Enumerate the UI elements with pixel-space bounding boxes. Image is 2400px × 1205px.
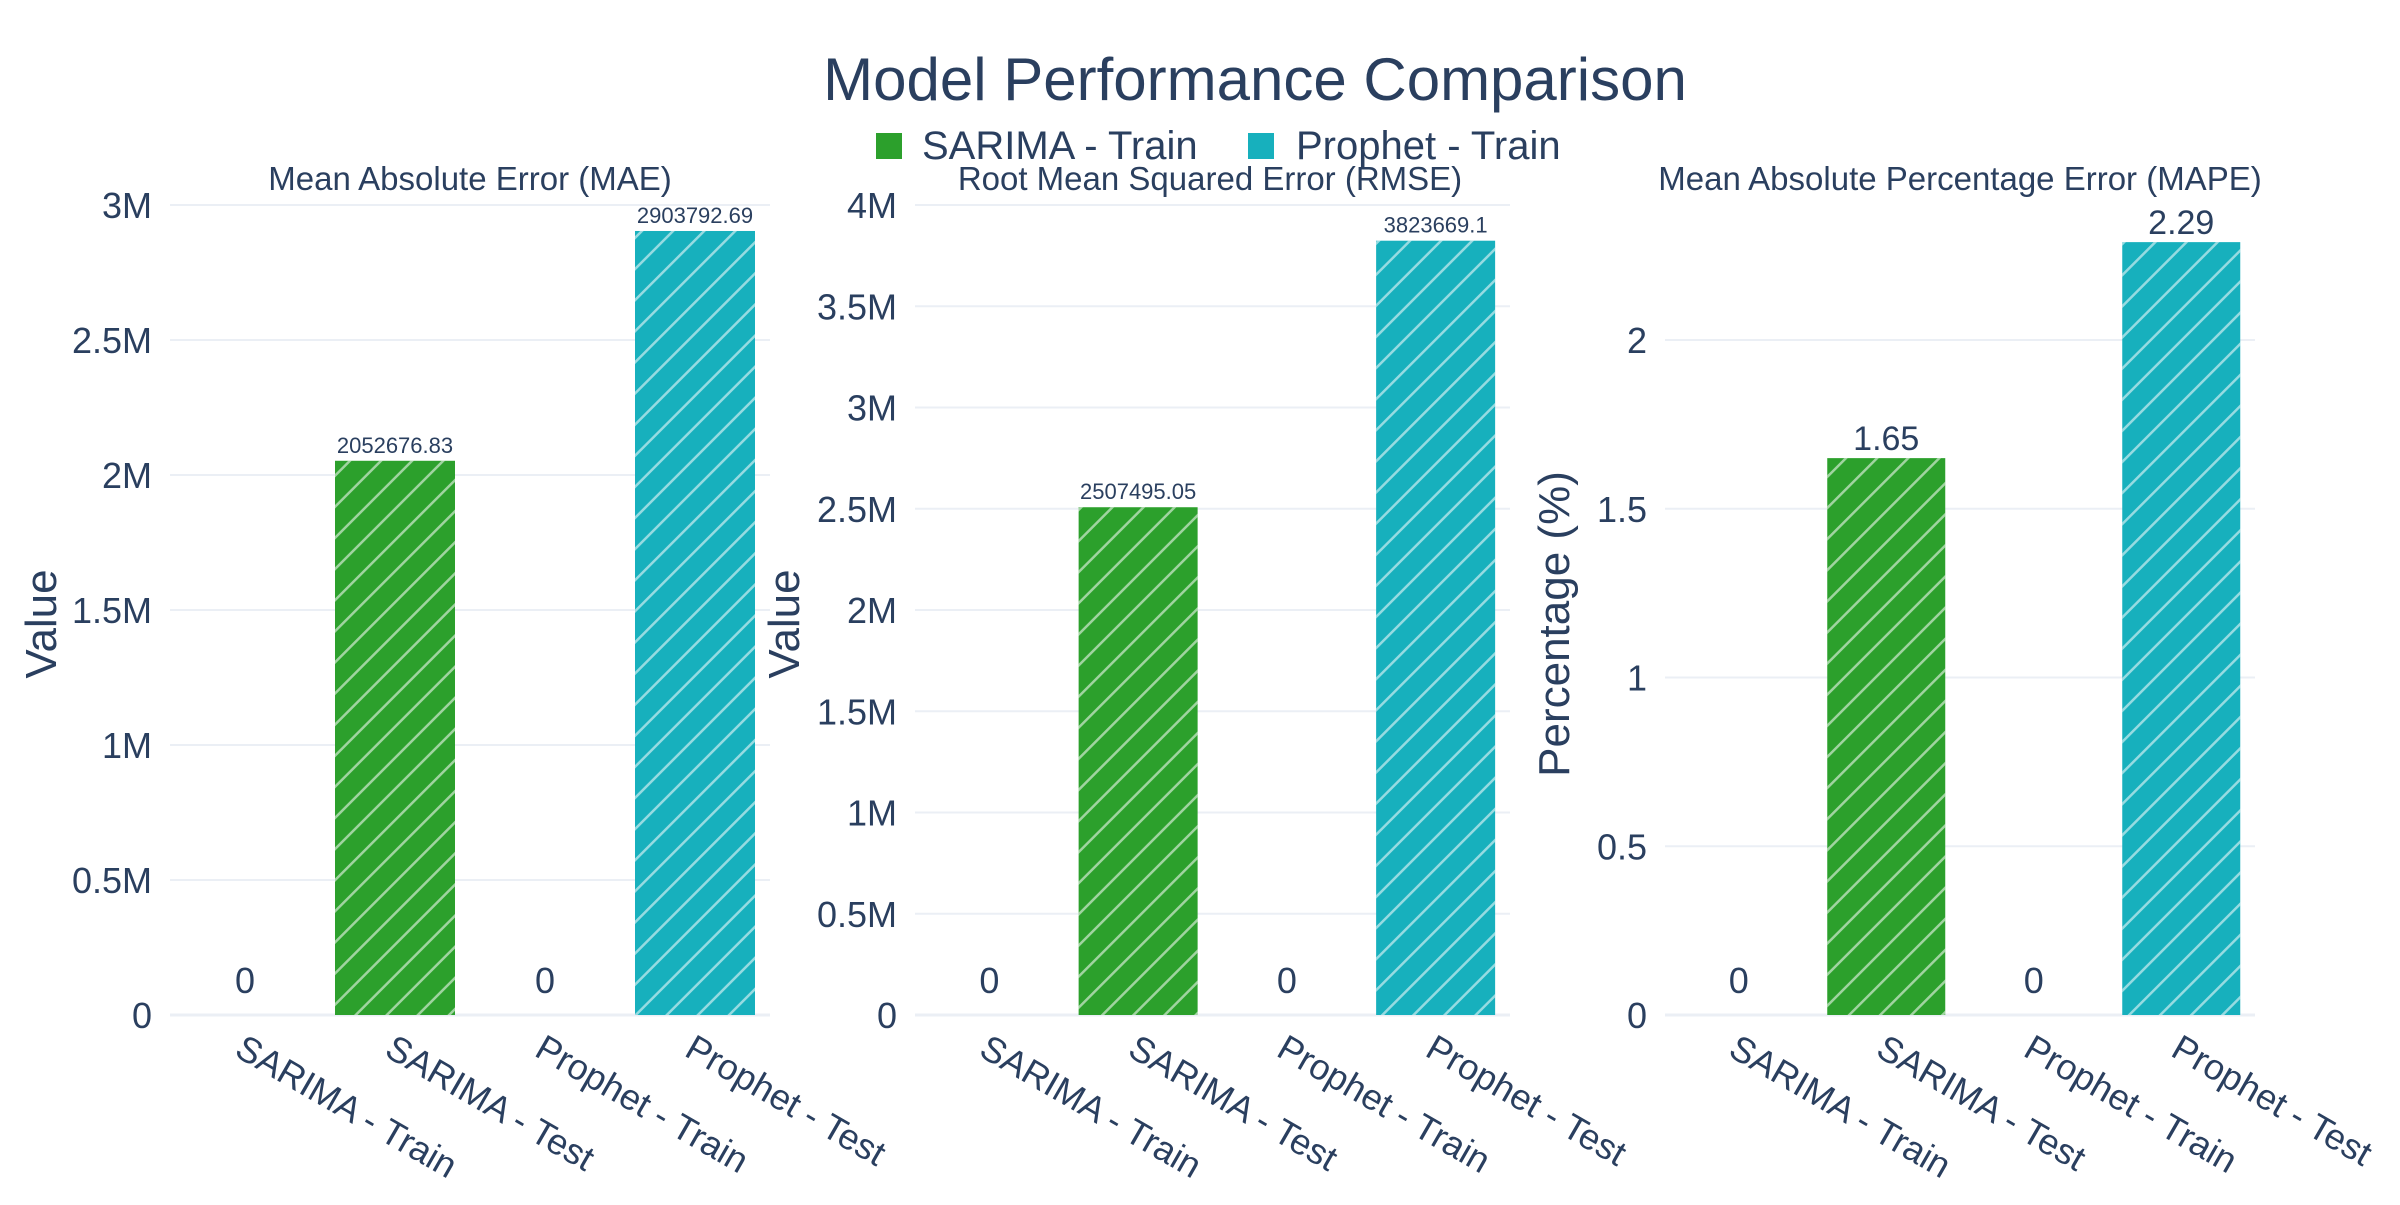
y-tick-label: 2.5M [817, 489, 897, 530]
y-axis-label: Value [760, 569, 809, 678]
data-label: 0 [535, 960, 555, 1001]
bar-sarima-test[interactable] [1827, 458, 1946, 1015]
y-tick-label: 3M [847, 388, 897, 429]
y-tick-label: 2 [1627, 320, 1647, 361]
bar-prophet-test[interactable] [1376, 240, 1496, 1015]
y-tick-label: 0 [1627, 995, 1647, 1036]
legend-swatch-prophet [1248, 133, 1274, 159]
y-tick-label: 2M [847, 590, 897, 631]
subplot-2: 0 0.5M 1M 1.5M 2M 2.5M 3M 3.5M 4M Root Mean Squar… [760, 160, 1634, 1186]
legend-item-sarima-train[interactable]: SARIMA - Train [876, 124, 1198, 168]
legend-label-sarima-train: SARIMA - Train [922, 124, 1198, 168]
subplots: 0 0.5M 1M 1.5M 2M 2.5M 3M Mean Absolute Error (… [17, 160, 2379, 1186]
y-axis-label: Value [17, 569, 66, 678]
data-label: 0 [235, 960, 255, 1001]
y-tick-label: 1M [102, 725, 152, 766]
y-tick-label: 4M [847, 185, 897, 226]
data-label: 0 [979, 960, 999, 1001]
y-tick-label: 1.5M [72, 590, 152, 631]
y-tick-label: 0.5 [1597, 826, 1647, 867]
data-label: 2.29 [2148, 204, 2214, 242]
y-axis-label: Percentage (%) [1530, 471, 1579, 777]
data-label: 0 [1277, 960, 1297, 1001]
legend-swatch-sarima [876, 133, 902, 159]
data-label: 2052676.83 [337, 433, 453, 458]
legend-label-prophet-train: Prophet - Train [1296, 124, 1561, 168]
subplot-title: Root Mean Squared Error (RMSE) [958, 160, 1462, 197]
data-label: 0 [1729, 960, 1749, 1001]
y-tick-label: 0 [132, 995, 152, 1036]
y-tick-label: 1 [1627, 658, 1647, 699]
bar-prophet-test[interactable] [2122, 242, 2241, 1015]
y-tick-label: 3M [102, 185, 152, 226]
chart-title: Model Performance Comparison [823, 46, 1687, 113]
data-label: 1.65 [1853, 420, 1919, 458]
subplot-3: 0 0.5 1 1.5 2 Mean Absolute Percentage Error … [1530, 160, 2379, 1186]
y-tick-label: 0.5M [817, 894, 897, 935]
data-label: 2903792.69 [637, 203, 753, 228]
data-label: 3823669.1 [1384, 213, 1488, 238]
data-label: 2507495.05 [1080, 479, 1196, 504]
y-tick-label: 1.5 [1597, 489, 1647, 530]
subplot-title: Mean Absolute Error (MAE) [268, 160, 671, 197]
legend-item-prophet-train[interactable]: Prophet - Train [1248, 124, 1561, 168]
bar-sarima-test[interactable] [1078, 507, 1198, 1015]
y-tick-label: 2.5M [72, 320, 152, 361]
y-tick-label: 2M [102, 455, 152, 496]
data-label: 0 [2024, 960, 2044, 1001]
subplot-title: Mean Absolute Percentage Error (MAPE) [1658, 160, 2261, 197]
y-tick-label: 3.5M [817, 286, 897, 327]
legend: SARIMA - Train Prophet - Train [876, 124, 1561, 168]
y-tick-label: 0.5M [72, 860, 152, 901]
y-tick-label: 1M [847, 793, 897, 834]
y-tick-label: 1.5M [817, 691, 897, 732]
y-tick-label: 0 [877, 995, 897, 1036]
bar-sarima-test[interactable] [335, 460, 455, 1016]
bar-prophet-test[interactable] [635, 230, 755, 1016]
